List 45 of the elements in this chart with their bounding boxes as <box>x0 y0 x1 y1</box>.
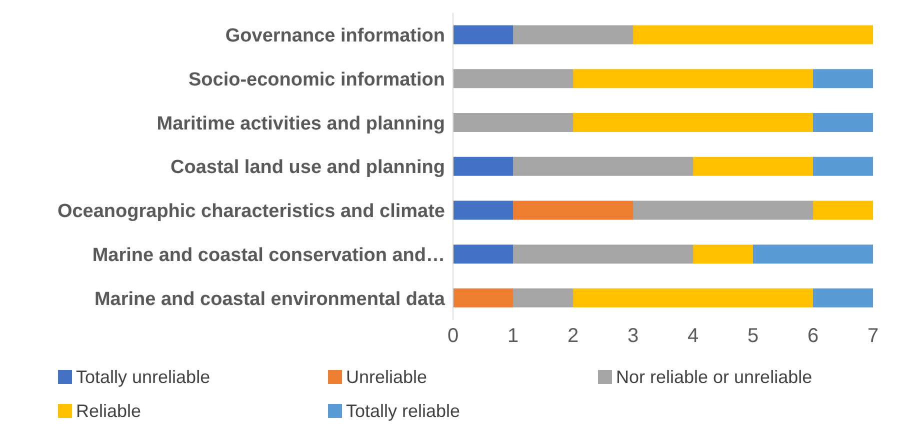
bar <box>453 69 573 88</box>
bar <box>813 156 873 176</box>
bar <box>453 25 513 44</box>
bar <box>513 244 693 264</box>
bar <box>573 288 813 308</box>
y-tick-label: Marine and coastal environmental data <box>94 288 446 310</box>
bar <box>693 156 813 176</box>
bar <box>573 112 813 132</box>
bar <box>453 244 513 264</box>
x-tick-label: 0 <box>447 325 459 348</box>
x-tick-label: 1 <box>507 325 519 348</box>
bar <box>693 244 753 264</box>
bar <box>513 156 693 176</box>
x-tick-label: 7 <box>867 325 879 348</box>
bar <box>513 25 633 44</box>
bar <box>813 200 873 220</box>
x-tick-label: 4 <box>687 325 699 348</box>
legend-label: Totally unreliable <box>76 366 210 388</box>
bar <box>573 69 813 88</box>
bar <box>513 200 633 220</box>
bar <box>513 288 573 308</box>
x-tick-label: 2 <box>567 325 579 348</box>
bar <box>813 288 873 308</box>
y-tick-label: Coastal land use and planning <box>170 157 445 178</box>
x-tick-label: 5 <box>747 325 759 348</box>
legend-label: Unreliable <box>346 366 428 388</box>
bar <box>453 200 513 220</box>
x-tick-label: 6 <box>807 325 819 348</box>
bar <box>633 25 873 44</box>
y-tick-label: Socio-economic information <box>188 70 445 91</box>
y-tick-label: Governance information <box>225 26 445 47</box>
legend-label: Totally reliable <box>346 400 460 422</box>
y-tick-label: Oceanographic characteristics and climate <box>57 201 445 222</box>
legend-label: Reliable <box>76 400 142 422</box>
x-tick-label: 3 <box>627 325 639 348</box>
bar <box>453 288 513 308</box>
bar <box>453 156 513 176</box>
bar <box>633 200 813 220</box>
y-tick-label: Marine and coastal conservation and… <box>92 244 445 266</box>
bar <box>813 69 873 88</box>
y-tick-label: Maritime activities and planning <box>156 113 445 134</box>
bar <box>813 112 873 132</box>
bar <box>753 244 873 264</box>
bar <box>453 112 573 132</box>
legend-label: Nor reliable or unreliable <box>616 366 812 388</box>
